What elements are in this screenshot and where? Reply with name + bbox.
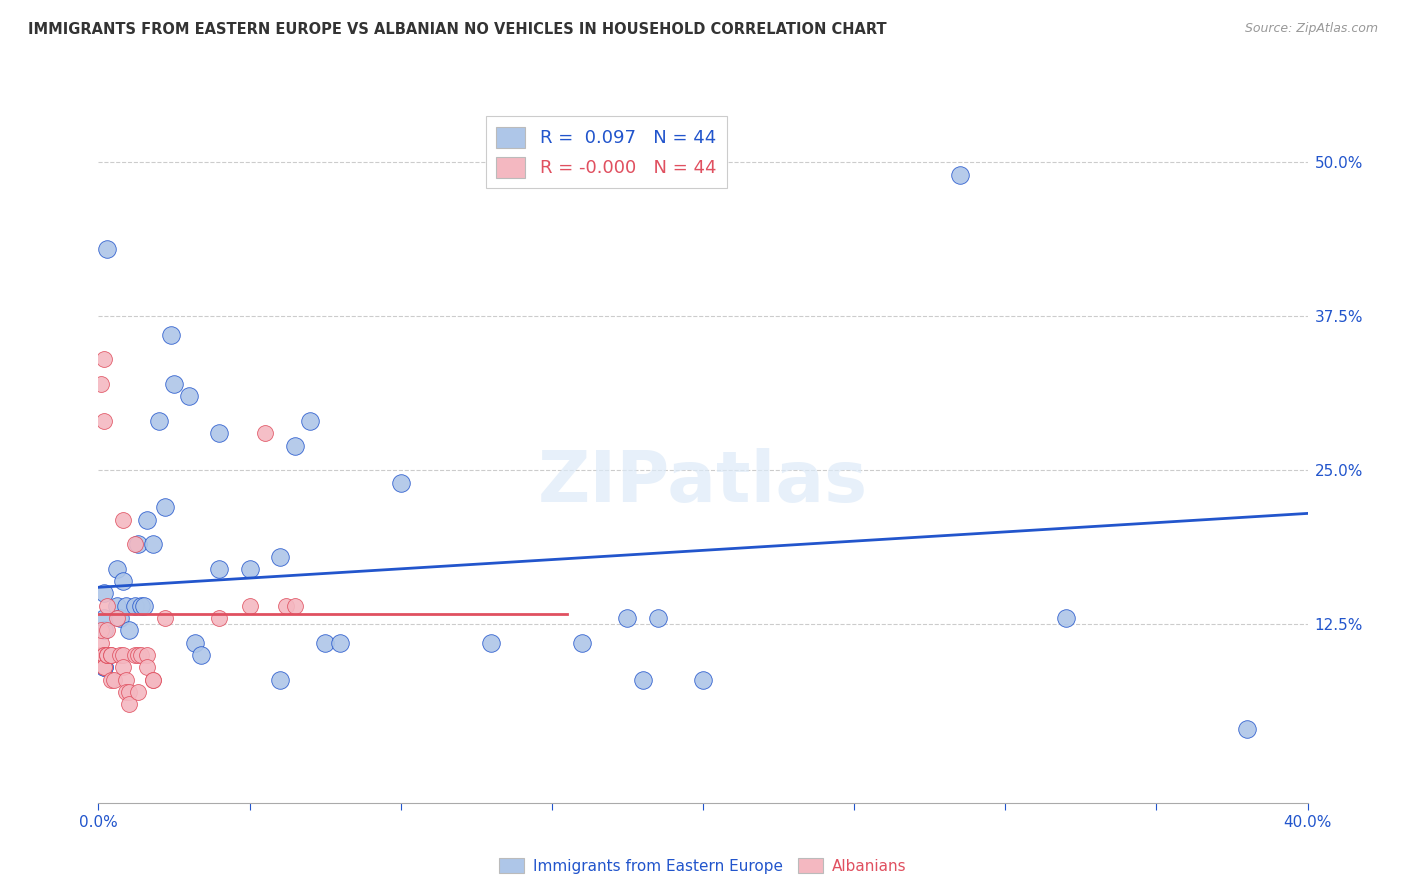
Legend: Immigrants from Eastern Europe, Albanians: Immigrants from Eastern Europe, Albanian… <box>494 852 912 880</box>
Point <box>93 660 115 674</box>
Point <box>93 648 115 662</box>
Point <box>111 574 134 589</box>
Point <box>103 673 125 687</box>
Point <box>90 377 112 392</box>
Point <box>179 389 201 403</box>
Point <box>96 624 118 638</box>
Point <box>274 599 297 613</box>
Point <box>93 611 115 625</box>
Point <box>127 648 149 662</box>
Point <box>135 648 157 662</box>
Point <box>96 648 118 662</box>
Point <box>90 648 112 662</box>
Point <box>111 660 134 674</box>
Point <box>111 512 134 526</box>
Point <box>127 537 149 551</box>
Point <box>96 648 118 662</box>
Point <box>389 475 412 490</box>
Point <box>571 636 593 650</box>
Point <box>118 685 141 699</box>
Text: IMMIGRANTS FROM EASTERN EUROPE VS ALBANIAN NO VEHICLES IN HOUSEHOLD CORRELATION : IMMIGRANTS FROM EASTERN EUROPE VS ALBANI… <box>28 22 887 37</box>
Point <box>481 636 503 650</box>
Point <box>129 648 152 662</box>
Point <box>118 698 141 712</box>
Point <box>190 648 212 662</box>
Point <box>96 648 118 662</box>
Point <box>148 414 170 428</box>
Point <box>93 352 115 367</box>
Point <box>269 673 291 687</box>
Point <box>1236 722 1258 736</box>
Point <box>153 500 176 515</box>
Point <box>299 414 322 428</box>
Point <box>90 648 112 662</box>
Point <box>124 537 146 551</box>
Point <box>124 599 146 613</box>
Point <box>114 599 136 613</box>
Point <box>93 660 115 674</box>
Point <box>184 636 207 650</box>
Point <box>163 377 186 392</box>
Point <box>105 611 128 625</box>
Point <box>96 242 118 256</box>
Point <box>90 624 112 638</box>
Point <box>284 599 307 613</box>
Point <box>253 426 276 441</box>
Point <box>284 439 307 453</box>
Point <box>93 660 115 674</box>
Point <box>153 611 176 625</box>
Point <box>208 426 231 441</box>
Point <box>135 512 157 526</box>
Point <box>93 624 115 638</box>
Point <box>239 599 262 613</box>
Point <box>118 624 141 638</box>
Point <box>93 648 115 662</box>
Point <box>108 611 131 625</box>
Point <box>93 414 115 428</box>
Point <box>124 648 146 662</box>
Point <box>132 599 155 613</box>
Point <box>100 648 122 662</box>
Point <box>314 636 336 650</box>
Point <box>135 660 157 674</box>
Point <box>160 327 183 342</box>
Text: ZIPatlas: ZIPatlas <box>538 449 868 517</box>
Point <box>647 611 669 625</box>
Point <box>329 636 352 650</box>
Point <box>631 673 654 687</box>
Point <box>127 685 149 699</box>
Point <box>93 586 115 600</box>
Text: Source: ZipAtlas.com: Source: ZipAtlas.com <box>1244 22 1378 36</box>
Point <box>692 673 714 687</box>
Point <box>111 648 134 662</box>
Point <box>142 673 165 687</box>
Point <box>114 685 136 699</box>
Point <box>239 562 262 576</box>
Point <box>1054 611 1077 625</box>
Legend: R =  0.097   N = 44, R = -0.000   N = 44: R = 0.097 N = 44, R = -0.000 N = 44 <box>485 116 727 188</box>
Point <box>105 562 128 576</box>
Point <box>616 611 638 625</box>
Point <box>90 636 112 650</box>
Point <box>105 599 128 613</box>
Point <box>142 537 165 551</box>
Point <box>93 660 115 674</box>
Point <box>100 673 122 687</box>
Point <box>142 673 165 687</box>
Point <box>269 549 291 564</box>
Point <box>208 562 231 576</box>
Point <box>208 611 231 625</box>
Point <box>96 599 118 613</box>
Point <box>949 168 972 182</box>
Point <box>114 673 136 687</box>
Point <box>108 648 131 662</box>
Point <box>100 648 122 662</box>
Point <box>129 599 152 613</box>
